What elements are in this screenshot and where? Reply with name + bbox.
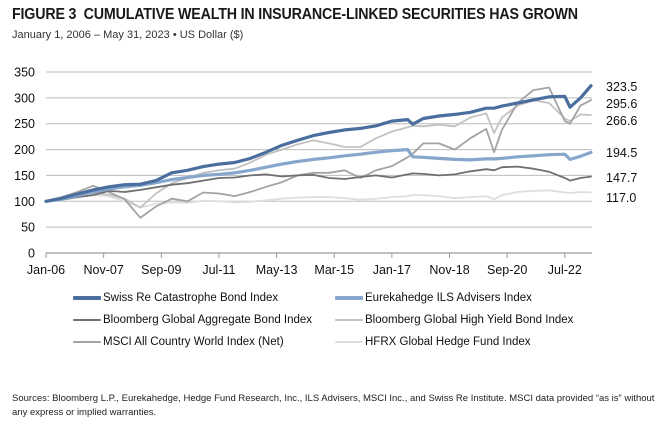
x-tick-label: Jul-22	[548, 263, 582, 277]
legend-label: Bloomberg Global Aggregate Bond Index	[103, 314, 313, 326]
legend-swatch	[335, 340, 363, 344]
legend-swatch	[73, 318, 101, 322]
legend-swatch	[335, 318, 363, 322]
y-tick-label: 300	[14, 91, 35, 105]
end-value-label: 295.6	[606, 97, 637, 111]
series-line-swiss-re-catastrophe-bond-index	[44, 84, 593, 203]
end-value-label: 117.0	[606, 191, 636, 205]
y-tick-label: 200	[14, 143, 35, 157]
legend-swatch	[73, 296, 101, 300]
x-axis: Jan-06 Nov-07 Sep-09 Jul-11 May-13 Mar-15 Jan-…	[27, 252, 592, 277]
x-tick-label: Sep-20	[487, 263, 527, 277]
series-line-bloomberg-global-aggregate-bond-index	[45, 165, 592, 203]
y-tick-label: 50	[21, 221, 35, 235]
y-tick-label: 150	[14, 169, 35, 183]
y-tick-label: 100	[14, 195, 35, 209]
legend-item-msci-acwi: MSCI All Country World Index (Net)	[73, 336, 284, 348]
sources-footnote: Sources: Bloomberg L.P., Eurekahedge, He…	[12, 393, 655, 418]
y-tick-label: 350	[14, 66, 35, 80]
end-labels: 323.5 194.5 147.7 266.6 295.6 117.0	[606, 80, 637, 205]
legend-item-swiss-re-cat-bond: Swiss Re Catastrophe Bond Index	[73, 292, 278, 304]
figure-title: FIGURE 3 CUMULATIVE WEALTH IN INSURANCE-L…	[12, 6, 578, 24]
x-tick-label: May-13	[256, 263, 298, 277]
legend-label: MSCI All Country World Index (Net)	[103, 336, 284, 348]
x-tick-label: Mar-15	[314, 263, 354, 277]
legend-label: Swiss Re Catastrophe Bond Index	[103, 292, 279, 304]
legend-label: Eurekahedge ILS Advisers Index	[365, 292, 532, 304]
figure-label: FIGURE 3	[12, 6, 77, 23]
end-value-label: 266.6	[606, 114, 637, 128]
legend-item-bloomberg-global-hy: Bloomberg Global High Yield Bond Index	[335, 314, 573, 326]
x-tick-label: Jul-11	[202, 263, 235, 277]
legend-item-hfrx-global-hedge: HFRX Global Hedge Fund Index	[335, 336, 531, 348]
y-tick-label: 250	[14, 117, 35, 131]
end-value-label: 147.7	[606, 171, 637, 185]
figure-title-text: CUMULATIVE WEALTH IN INSURANCE-LINKED SE…	[83, 6, 578, 23]
series-lines	[44, 84, 593, 219]
x-tick-label: Jan-17	[373, 263, 411, 277]
x-tick-label: Nov-18	[429, 263, 469, 277]
y-tick-label: 0	[28, 247, 35, 261]
legend-label: Bloomberg Global High Yield Bond Index	[365, 314, 574, 326]
legend-swatch	[73, 340, 101, 344]
series-line-bloomberg-global-high-yield-bond-index	[45, 99, 592, 209]
figure-subtitle: January 1, 2006 – May 31, 2023 • US Doll…	[12, 29, 244, 41]
legend-label: HFRX Global Hedge Fund Index	[365, 336, 531, 348]
series-line-msci-all-country-world-index-net	[45, 86, 592, 219]
x-tick-label: Nov-07	[83, 263, 123, 277]
x-tick-label: Jan-06	[27, 263, 65, 277]
series-line-hfrx-global-hedge-fund-index	[45, 189, 592, 209]
x-tick-label: Sep-09	[141, 263, 181, 277]
end-value-label: 194.5	[606, 146, 637, 160]
gridlines	[46, 71, 592, 228]
end-value-label: 323.5	[606, 80, 637, 94]
y-axis: 0 50 100 150 200 250 300 350	[14, 66, 35, 261]
legend-swatch	[335, 296, 363, 300]
legend-item-bloomberg-global-agg: Bloomberg Global Aggregate Bond Index	[73, 314, 312, 326]
legend-item-eurekahedge-ils: Eurekahedge ILS Advisers Index	[335, 292, 532, 304]
